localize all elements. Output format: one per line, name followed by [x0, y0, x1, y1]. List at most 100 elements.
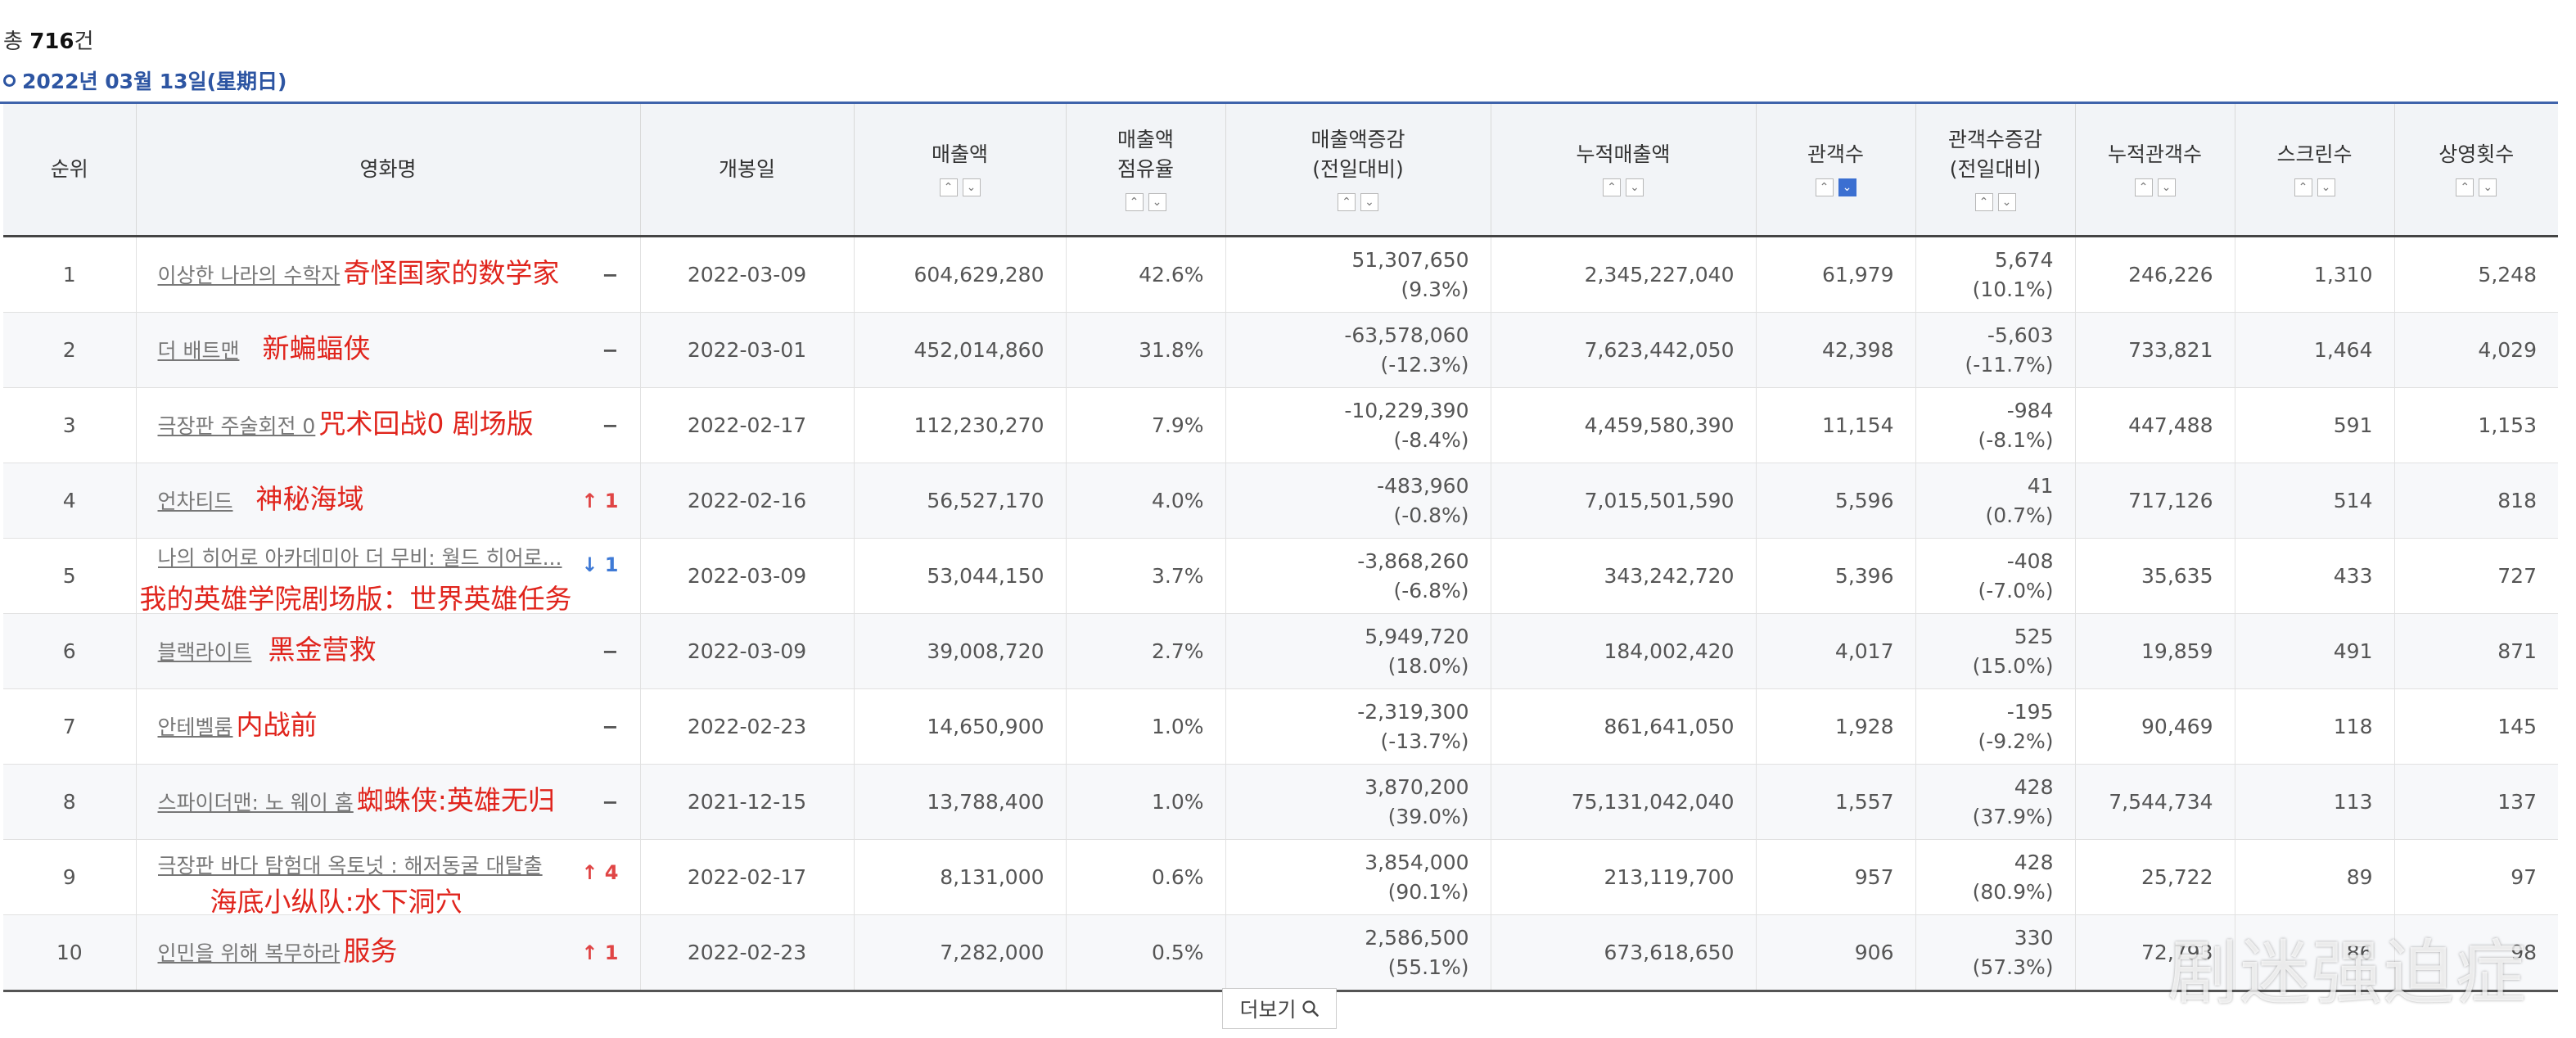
- sort-desc-button-active[interactable]: ⌄: [1838, 178, 1856, 196]
- sort-desc-button[interactable]: ⌄: [2479, 178, 2497, 196]
- rank-change: −: [602, 339, 619, 362]
- movie-title-link[interactable]: 스파이더맨: 노 웨이 홈: [157, 791, 354, 815]
- col-sales: 매출액 ⌃ ⌄: [853, 104, 1066, 237]
- share-cell: 2.7%: [1065, 613, 1225, 689]
- rank-change: −: [602, 640, 619, 663]
- sort-asc-button[interactable]: ⌃: [2134, 178, 2153, 196]
- date-heading: 2022년 03월 13일(星期日): [3, 65, 286, 95]
- screens-cell: 591: [2234, 387, 2394, 463]
- rank-cell: 1: [3, 236, 136, 313]
- showings-cell: 1,153: [2393, 387, 2558, 463]
- open-date-cell: 2022-03-09: [639, 538, 854, 614]
- open-date-cell: 2022-02-17: [639, 839, 854, 915]
- cum-audience-cell: 25,722: [2074, 839, 2235, 915]
- sort-desc-button[interactable]: ⌄: [1626, 178, 1644, 196]
- title-cell: 스파이더맨: 노 웨이 홈 蜘蛛侠:英雄无归 −: [135, 764, 640, 840]
- cum-sales-cell: 7,015,501,590: [1490, 463, 1756, 539]
- movie-title-link[interactable]: 더 배트맨: [157, 339, 240, 363]
- sort-desc-button[interactable]: ⌄: [1148, 193, 1166, 211]
- title-cell: 나의 히어로 아카데미아 더 무비: 월드 히어로... 我的英雄学院剧场版：世界…: [135, 538, 640, 615]
- cum-sales-cell: 2,345,227,040: [1490, 236, 1756, 313]
- showings-cell: 137: [2393, 764, 2558, 840]
- audience-cell: 957: [1755, 839, 1915, 915]
- movie-title-link[interactable]: 극장판 바다 탐험대 옥토넛 : 해저동굴 대탈출: [157, 854, 543, 878]
- col-rank: 순위: [3, 104, 136, 237]
- movie-title-link[interactable]: 안테벨룸: [157, 715, 233, 739]
- showings-cell: 727: [2393, 538, 2558, 614]
- sort-asc-button[interactable]: ⌃: [2294, 178, 2312, 196]
- share-cell: 1.0%: [1065, 764, 1225, 840]
- movie-title-link[interactable]: 인민을 위해 복무하라: [157, 941, 341, 965]
- boxoffice-table: 순위 영화명 개봉일 매출액 ⌃ ⌄ 매출액 점유율 ⌃ ⌄ 매출액증감 (전일대비) …: [3, 104, 2558, 992]
- col-open-date: 개봉일: [639, 104, 854, 237]
- open-date-cell: 2022-02-16: [639, 463, 854, 539]
- cum-sales-cell: 75,131,042,040: [1490, 764, 1756, 840]
- sort-asc-button[interactable]: ⌃: [1974, 193, 1993, 211]
- rank-cell: 6: [3, 613, 136, 689]
- movie-title-link[interactable]: 언차티드: [157, 490, 233, 513]
- showings-cell: 5,248: [2393, 236, 2558, 313]
- open-date-cell: 2022-02-23: [639, 688, 854, 765]
- share-cell: 0.6%: [1065, 839, 1225, 915]
- rank-change-up: ↑ 4: [581, 861, 619, 884]
- sort-asc-button[interactable]: ⌃: [2456, 178, 2474, 196]
- title-cell: 블랙라이트 黑金营救 −: [135, 613, 640, 689]
- sales-cell: 14,650,900: [853, 688, 1066, 765]
- rank-change: −: [602, 264, 619, 287]
- chinese-title: 我的英雄学院剧场版：世界英雄任务: [139, 583, 572, 615]
- cum-sales-cell: 861,641,050: [1490, 688, 1756, 765]
- rank-cell: 8: [3, 764, 136, 840]
- cum-audience-cell: 733,821: [2074, 312, 2235, 388]
- audience-cell: 1,557: [1755, 764, 1915, 840]
- open-date-cell: 2022-02-17: [639, 387, 854, 463]
- share-cell: 4.0%: [1065, 463, 1225, 539]
- chinese-title: 新蝙蝠侠: [262, 332, 371, 364]
- sort-asc-button[interactable]: ⌃: [1338, 193, 1356, 211]
- aud-change-cell: 428 (37.9%): [1915, 764, 2075, 840]
- table-header-row: 순위 영화명 개봉일 매출액 ⌃ ⌄ 매출액 점유율 ⌃ ⌄ 매출액증감 (전일대비) …: [3, 104, 2558, 237]
- rank-change: −: [602, 791, 619, 814]
- sort-desc-button[interactable]: ⌄: [2157, 178, 2176, 196]
- chinese-title: 内战前: [236, 709, 318, 741]
- title-cell: 이상한 나라의 수학자 奇怪国家的数学家 −: [135, 236, 640, 313]
- showings-cell: 4,029: [2393, 312, 2558, 388]
- cum-audience-cell: 717,126: [2074, 463, 2235, 539]
- sort-asc-button[interactable]: ⌃: [1125, 193, 1144, 211]
- movie-title-link[interactable]: 이상한 나라의 수학자: [157, 264, 341, 287]
- sales-cell: 13,788,400: [853, 764, 1066, 840]
- cum-audience-cell: 19,859: [2074, 613, 2235, 689]
- sort-desc-button[interactable]: ⌄: [1360, 193, 1378, 211]
- sort-desc-button[interactable]: ⌄: [962, 178, 981, 196]
- watermark: 剧迷强迫症: [2168, 932, 2528, 1014]
- sort-desc-button[interactable]: ⌄: [1997, 193, 2016, 211]
- sort-asc-button[interactable]: ⌃: [1815, 178, 1834, 196]
- movie-title-link[interactable]: 극장판 주술회전 0: [157, 414, 316, 438]
- audience-cell: 42,398: [1755, 312, 1915, 388]
- open-date-cell: 2021-12-15: [639, 764, 854, 840]
- screens-cell: 433: [2234, 538, 2394, 614]
- sort-asc-button[interactable]: ⌃: [939, 178, 958, 196]
- aud-change-cell: 41 (0.7%): [1915, 463, 2075, 539]
- rank-cell: 10: [3, 914, 136, 992]
- title-cell: 더 배트맨 新蝙蝠侠 −: [135, 312, 640, 388]
- audience-cell: 61,979: [1755, 236, 1915, 313]
- cum-audience-cell: 246,226: [2074, 236, 2235, 313]
- open-date-cell: 2022-03-09: [639, 613, 854, 689]
- rank-change: −: [602, 715, 619, 738]
- col-sales-change: 매출액증감 (전일대비) ⌃ ⌄: [1225, 104, 1491, 237]
- movie-title-link[interactable]: 블랙라이트: [157, 640, 252, 664]
- cum-sales-cell: 7,623,442,050: [1490, 312, 1756, 388]
- cum-sales-cell: 343,242,720: [1490, 538, 1756, 614]
- more-button[interactable]: 더보기: [1222, 988, 1337, 1029]
- aud-change-cell: -408 (-7.0%): [1915, 538, 2075, 614]
- aud-change-cell: 330 (57.3%): [1915, 914, 2075, 992]
- rank-cell: 7: [3, 688, 136, 765]
- sort-desc-button[interactable]: ⌄: [2317, 178, 2335, 196]
- sales-change-cell: -10,229,390 (-8.4%): [1225, 387, 1491, 463]
- col-aud-change: 관객수증감 (전일대비) ⌃ ⌄: [1915, 104, 2075, 237]
- movie-title-link[interactable]: 나의 히어로 아카데미아 더 무비: 월드 히어로...: [157, 546, 562, 570]
- sales-cell: 452,014,860: [853, 312, 1066, 388]
- sort-asc-button[interactable]: ⌃: [1603, 178, 1621, 196]
- table-row: 1 이상한 나라의 수학자 奇怪国家的数学家 − 2022-03-09 604,62…: [3, 236, 2558, 313]
- showings-cell: 145: [2393, 688, 2558, 765]
